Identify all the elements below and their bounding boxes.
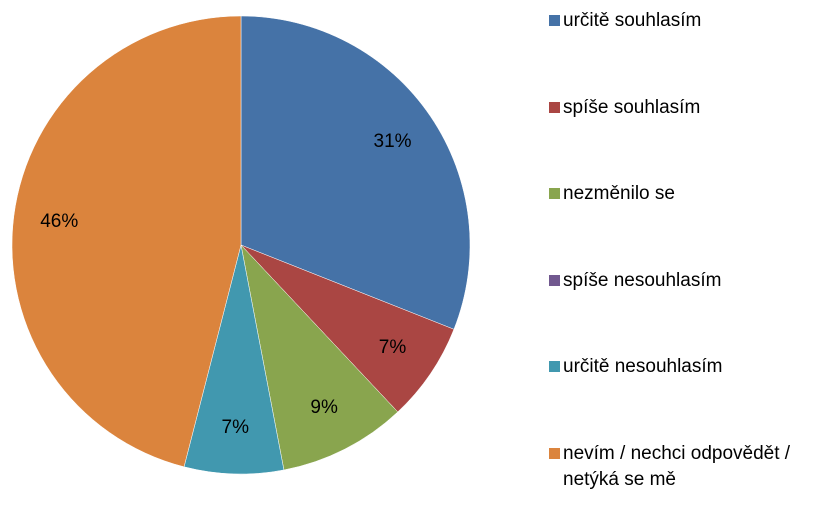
legend-swatch xyxy=(549,448,560,459)
legend-label: spíše nesouhlasím xyxy=(563,270,722,291)
legend-item: nevím / nechci odpovědět / netýká se mě xyxy=(549,441,811,493)
legend-swatch xyxy=(549,15,560,26)
legend-swatch xyxy=(549,275,560,286)
legend-item: spíše souhlasím xyxy=(549,95,811,121)
legend-item: určitě souhlasím xyxy=(549,8,811,34)
pie: 31% 7% 9% 7% 46% xyxy=(11,15,471,475)
pie-slice xyxy=(240,244,399,471)
legend-label: nezměnilo se xyxy=(563,183,675,204)
legend-swatch xyxy=(549,361,560,372)
pie-slice xyxy=(11,15,242,468)
legend-label: nevím / nechci odpovědět / netýká se mě xyxy=(563,443,791,490)
legend-swatch xyxy=(549,102,560,113)
legend-label: určitě nesouhlasím xyxy=(563,356,723,377)
legend-swatch xyxy=(549,188,560,199)
data-label: 9% xyxy=(310,397,338,418)
legend-label: spíše souhlasím xyxy=(563,97,701,118)
data-label: 31% xyxy=(374,131,412,152)
legend-item: určitě nesouhlasím xyxy=(549,354,811,380)
data-label: 7% xyxy=(222,417,250,438)
legend-label: určitě souhlasím xyxy=(563,10,702,31)
pie-slice xyxy=(240,15,471,330)
data-label: 7% xyxy=(379,337,407,358)
data-label: 46% xyxy=(40,211,78,232)
legend-item: nezměnilo se xyxy=(549,181,811,207)
legend-item: spíše nesouhlasím xyxy=(549,268,811,294)
